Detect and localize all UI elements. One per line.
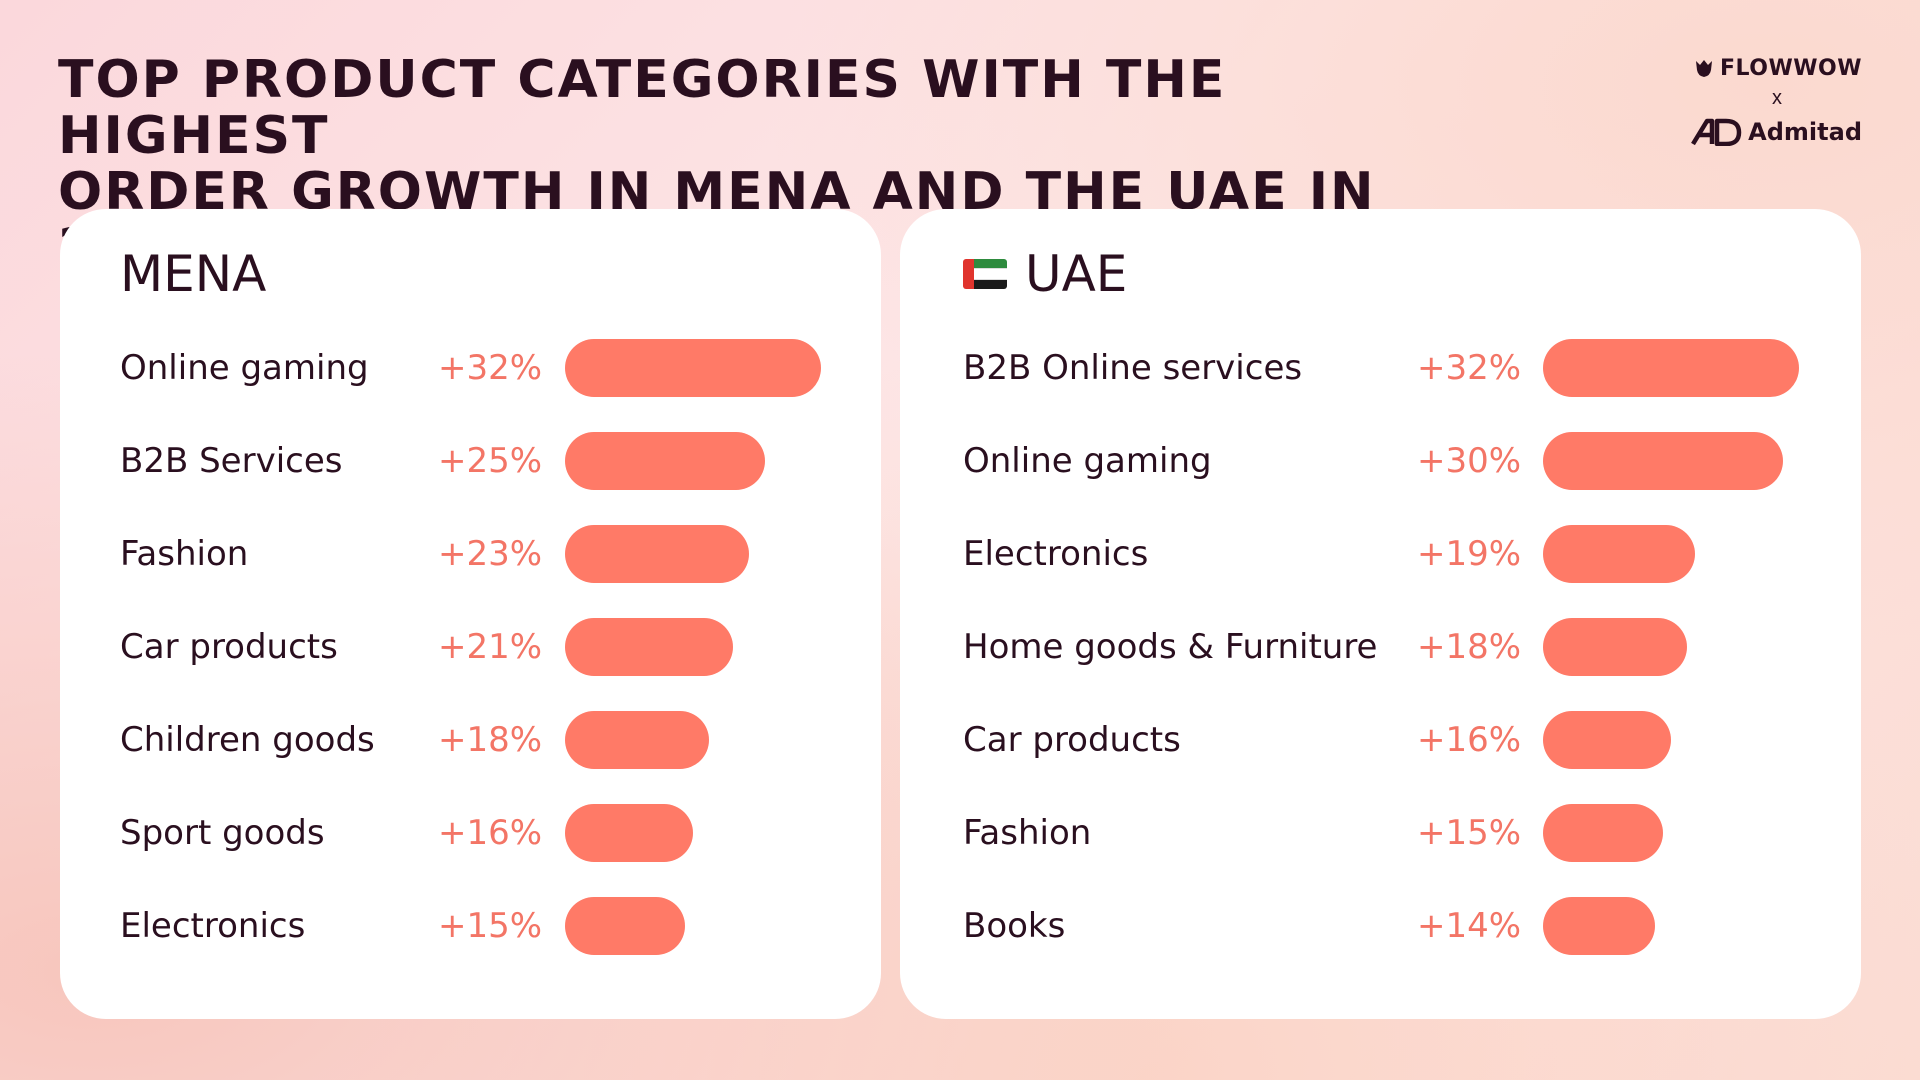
uae-bar (1543, 618, 1687, 676)
uae-chart-title: UAE (1025, 245, 1128, 303)
uae-chart-card: UAE B2B Online services +32% Online gaming… (900, 209, 1861, 1019)
mena-value-label: +23% (438, 534, 543, 574)
mena-bar-row: Children goods +18% (60, 709, 881, 771)
uae-bar-row: Car products +16% (900, 709, 1861, 771)
uae-category-label: B2B Online services (963, 348, 1303, 388)
mena-bar (565, 618, 733, 676)
uae-bar-row: Home goods & Furniture +18% (900, 616, 1861, 678)
mena-category-label: Sport goods (120, 813, 325, 853)
uae-bar (1543, 432, 1783, 490)
mena-bar-row: Sport goods +16% (60, 802, 881, 864)
mena-value-label: +21% (438, 627, 543, 667)
mena-bar (565, 804, 693, 862)
mena-value-label: +32% (438, 348, 543, 388)
uae-category-label: Electronics (963, 534, 1149, 574)
mena-chart-card: MENA Online gaming +32% B2B Services +25% Fa… (60, 209, 881, 1019)
mena-bar (565, 432, 765, 490)
mena-bar-row: B2B Services +25% (60, 430, 881, 492)
mena-category-label: Online gaming (120, 348, 369, 388)
brand-separator: x (1772, 87, 1782, 109)
uae-category-label: Car products (963, 720, 1181, 760)
uae-bar-row: Online gaming +30% (900, 430, 1861, 492)
mena-bar-row: Electronics +15% (60, 895, 881, 957)
uae-category-label: Home goods & Furniture (963, 627, 1378, 667)
flowwow-logo: FLOWWOW (1720, 56, 1862, 81)
mena-category-label: Car products (120, 627, 338, 667)
mena-category-label: Fashion (120, 534, 249, 574)
uae-bar (1543, 339, 1799, 397)
mena-value-label: +16% (438, 813, 543, 853)
uae-flag-icon (963, 259, 1007, 289)
mena-bar-row: Car products +21% (60, 616, 881, 678)
uae-value-label: +18% (1417, 627, 1522, 667)
mena-value-label: +15% (438, 906, 543, 946)
mena-chart-title: MENA (120, 245, 267, 303)
uae-value-label: +14% (1417, 906, 1522, 946)
uae-value-label: +15% (1417, 813, 1522, 853)
uae-category-label: Fashion (963, 813, 1092, 853)
uae-bar (1543, 711, 1671, 769)
flowwow-tulip-icon (1696, 59, 1713, 77)
uae-bar-row: Electronics +19% (900, 523, 1861, 585)
uae-value-label: +32% (1417, 348, 1522, 388)
uae-bar-row: B2B Online services +32% (900, 337, 1861, 399)
uae-bar-row: Books +14% (900, 895, 1861, 957)
admitad-ad-icon (1691, 118, 1742, 146)
title-line-1: TOP PRODUCT CATEGORIES WITH THE HIGHEST (58, 50, 1227, 166)
uae-bar (1543, 804, 1663, 862)
uae-value-label: +16% (1417, 720, 1522, 760)
brand-logos: FLOWWOW x Admitad (1672, 56, 1862, 146)
uae-chart-title-group: UAE (963, 245, 1127, 303)
mena-bar (565, 711, 709, 769)
mena-bar (565, 897, 685, 955)
mena-bar-row: Online gaming +32% (60, 337, 881, 399)
uae-category-label: Books (963, 906, 1066, 946)
uae-value-label: +30% (1417, 441, 1522, 481)
mena-category-label: Children goods (120, 720, 375, 760)
uae-bar-row: Fashion +15% (900, 802, 1861, 864)
uae-bar (1543, 525, 1695, 583)
mena-bar (565, 525, 749, 583)
uae-category-label: Online gaming (963, 441, 1212, 481)
mena-value-label: +18% (438, 720, 543, 760)
admitad-logo: Admitad (1748, 118, 1862, 146)
mena-category-label: B2B Services (120, 441, 343, 481)
mena-value-label: +25% (438, 441, 543, 481)
uae-value-label: +19% (1417, 534, 1522, 574)
mena-bar-row: Fashion +23% (60, 523, 881, 585)
uae-bar (1543, 897, 1655, 955)
mena-category-label: Electronics (120, 906, 306, 946)
mena-bar (565, 339, 821, 397)
